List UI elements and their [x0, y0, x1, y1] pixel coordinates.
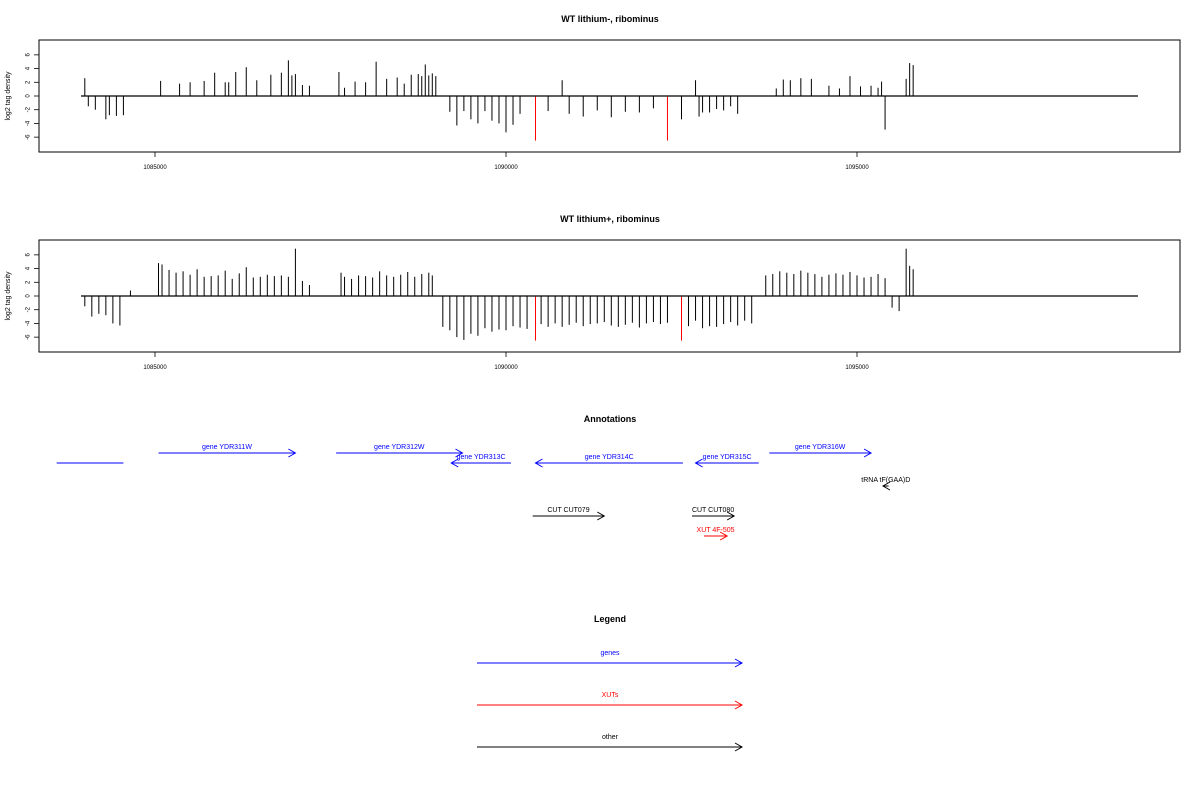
- panel-title: WT lithium-, ribominus: [561, 14, 659, 24]
- feature-list: gene YDR311W gene YDR312W gene YDR313C gene…: [56, 444, 910, 541]
- annotations-track: Annotations gene YDR311W gene YDR312Wgene…: [56, 414, 910, 541]
- y-tick-label: 6: [26, 53, 32, 57]
- feature-label: gene YDR312W: [374, 444, 425, 451]
- feature-arrowhead: [694, 458, 703, 468]
- legend-arrowhead: [734, 658, 744, 668]
- feature-arrowhead: [881, 481, 891, 491]
- legend-arrowhead: [734, 742, 744, 752]
- y-tick-label: -6: [26, 334, 32, 340]
- feature: CUT CUT080: [692, 507, 736, 521]
- feature-label: gene YDR314C: [585, 454, 634, 461]
- legend-items: genes XUTs other: [477, 650, 744, 752]
- legend-label: other: [602, 734, 619, 741]
- legend-item: genes: [477, 650, 744, 668]
- y-axis: 6 4 2 0 -2 -4 -6: [26, 53, 39, 140]
- y-tick-label: 4: [26, 266, 32, 270]
- feature-arrowhead: [726, 511, 736, 521]
- feature: XUT 4F-505: [697, 527, 735, 541]
- x-tick-label: 1085000: [143, 165, 167, 171]
- feature-label: XUT 4F-505: [697, 527, 735, 534]
- feature-label: gene YDR316W: [795, 444, 846, 451]
- feature: tRNA tF(GAA)D: [861, 477, 910, 491]
- x-tick-label: 1090000: [494, 365, 518, 371]
- y-tick-label: -6: [26, 134, 32, 140]
- feature: gene YDR316W: [769, 444, 873, 458]
- chart-panel-lithium-minus: WT lithium-, ribominus log2 tag density …: [5, 14, 1181, 171]
- feature-arrowhead: [288, 448, 297, 458]
- y-axis-label: log2 tag density: [5, 71, 12, 121]
- legend-item: other: [477, 734, 744, 752]
- legend-title: Legend: [594, 614, 626, 624]
- feature-label: gene YDR313C: [457, 454, 506, 461]
- y-tick-label: -4: [26, 320, 32, 326]
- feature-arrowhead: [450, 458, 459, 468]
- legend: Legend genes XUTs other: [477, 614, 744, 752]
- density-bars: [84, 248, 914, 341]
- feature: gene YDR311W: [158, 444, 297, 458]
- x-tick-label: 1095000: [845, 165, 869, 171]
- feature-label: CUT CUT080: [692, 507, 734, 514]
- y-tick-label: -2: [26, 306, 32, 312]
- feature-label: tRNA tF(GAA)D: [861, 477, 910, 484]
- feature-arrowhead: [534, 458, 543, 468]
- feature: gene YDR312W: [336, 444, 464, 458]
- x-tick-label: 1095000: [845, 365, 869, 371]
- y-axis-label: log2 tag density: [5, 271, 12, 321]
- y-tick-label: 2: [26, 80, 32, 84]
- panel-title: WT lithium+, ribominus: [560, 214, 660, 224]
- feature-label: CUT CUT079: [547, 507, 589, 514]
- y-tick-label: -4: [26, 120, 32, 126]
- feature-label: gene YDR311W: [202, 444, 252, 451]
- density-bars: [84, 60, 914, 141]
- feature: gene YDR314C: [534, 454, 683, 468]
- feature-label: gene YDR315C: [703, 454, 752, 461]
- y-tick-label: 2: [26, 280, 32, 284]
- feature-arrowhead: [455, 448, 464, 458]
- y-tick-label: -2: [26, 106, 32, 112]
- y-tick-label: 0: [26, 94, 32, 98]
- legend-label: genes: [600, 650, 620, 657]
- x-axis: 1085000 1090000 1095000: [143, 352, 869, 371]
- y-tick-label: 6: [26, 253, 32, 257]
- y-axis: 6 4 2 0 -2 -4 -6: [26, 253, 39, 340]
- feature: gene YDR315C: [694, 454, 759, 468]
- legend-label: XUTs: [602, 692, 619, 699]
- feature-arrowhead: [719, 531, 729, 541]
- feature: gene YDR313C: [450, 454, 511, 468]
- y-tick-label: 4: [26, 66, 32, 70]
- x-tick-label: 1090000: [494, 165, 518, 171]
- feature-arrowhead: [863, 448, 873, 458]
- legend-item: XUTs: [477, 692, 744, 710]
- chart-panel-lithium-plus: WT lithium+, ribominus log2 tag density …: [5, 214, 1181, 371]
- x-tick-label: 1085000: [143, 365, 167, 371]
- x-axis: 1085000 1090000 1095000: [143, 152, 869, 171]
- y-tick-label: 0: [26, 294, 32, 298]
- legend-arrowhead: [734, 700, 744, 710]
- annotations-title: Annotations: [584, 414, 637, 424]
- feature: CUT CUT079: [532, 507, 606, 521]
- feature-arrowhead: [597, 511, 606, 521]
